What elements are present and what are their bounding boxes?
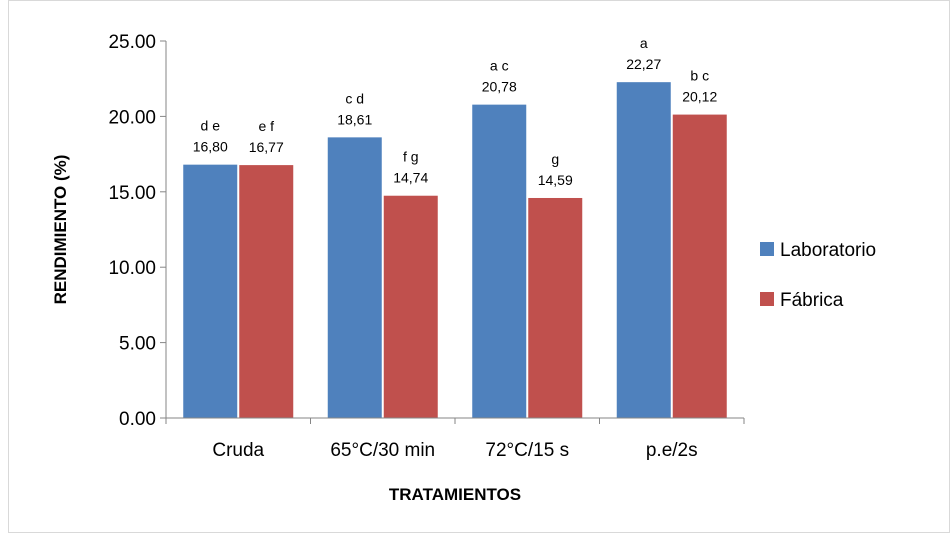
bar-letter-label: a [640, 35, 648, 51]
bar-value-label: 20,78 [482, 79, 517, 95]
legend-label: Fábrica [780, 290, 844, 311]
data-labels: 16,80 d e 16,77 e f 18,61 c d 14,74 f g 20,78 a c… [193, 35, 718, 188]
x-axis-ticks [165, 418, 745, 424]
bar-letter-label: d e [201, 118, 221, 134]
category-label: Cruda [212, 440, 264, 461]
bar-fábrica [383, 195, 438, 418]
category-label: p.e/2s [646, 440, 698, 461]
legend: Laboratorio Fábrica [760, 240, 876, 311]
bar-letter-label: f g [403, 149, 419, 165]
bar-letter-label: a c [490, 58, 509, 74]
bar-laboratorio [472, 104, 527, 418]
y-tick-label: 5.00 [119, 334, 156, 355]
chart-border [8, 0, 950, 533]
bar-value-label: 16,80 [193, 139, 228, 155]
bar-fábrica [672, 114, 727, 419]
category-label: 72°C/15 s [485, 440, 569, 461]
legend-label: Laboratorio [780, 240, 876, 261]
bar-value-label: 22,27 [626, 56, 661, 72]
y-tick-label: 10.00 [108, 258, 156, 279]
bar-value-label: 14,74 [393, 170, 428, 186]
bar-value-label: 20,12 [682, 89, 717, 105]
bar-laboratorio [183, 164, 238, 418]
bar-fábrica [528, 197, 583, 418]
bar-fábrica [239, 165, 294, 418]
bar-letter-label: g [551, 151, 559, 167]
bar-laboratorio [327, 137, 382, 418]
bar-laboratorio [616, 82, 671, 419]
bar-value-label: 14,59 [538, 172, 573, 188]
y-axis-title: RENDIMIENTO (%) [51, 155, 70, 305]
legend-swatch-fábrica [760, 292, 774, 306]
bar-letter-label: b c [690, 68, 709, 84]
bar-letter-label: e f [258, 118, 274, 134]
bar-value-label: 18,61 [337, 111, 372, 127]
bars [183, 82, 727, 419]
y-axis-ticks: 0.00 5.00 10.00 15.00 20.00 25.00 [108, 32, 166, 430]
category-label: 65°C/30 min [330, 440, 435, 461]
bar-value-label: 16,77 [249, 139, 284, 155]
y-tick-label: 15.00 [108, 183, 156, 204]
x-axis-title: TRATAMIENTOS [389, 485, 521, 504]
y-tick-label: 25.00 [108, 32, 156, 53]
bar-letter-label: c d [345, 90, 364, 106]
legend-swatch-laboratorio [760, 242, 774, 256]
y-tick-label: 20.00 [108, 107, 156, 128]
x-axis-categories: Cruda 65°C/30 min 72°C/15 s p.e/2s [212, 440, 697, 461]
y-tick-label: 0.00 [119, 409, 156, 430]
